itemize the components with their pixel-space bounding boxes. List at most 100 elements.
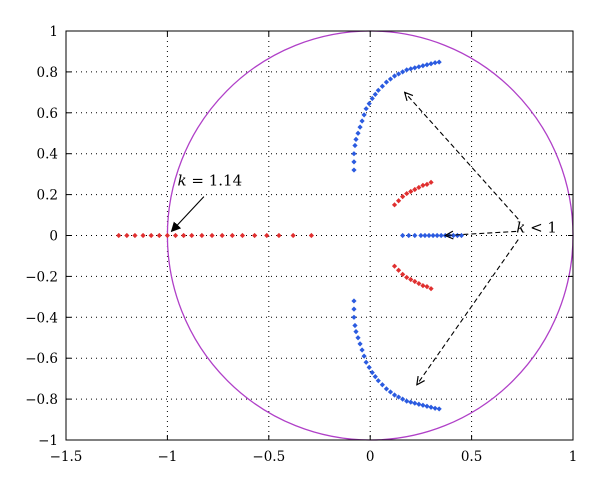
blue-point [428,404,434,410]
unit-circle-layer [166,30,574,441]
blue-point [351,314,357,320]
red-point [391,263,398,269]
blue-point [432,60,438,66]
blue-point [351,306,357,312]
blue-point [372,374,378,380]
x-tick-label: −1 [157,449,177,465]
red-point [124,232,130,239]
blue-point [361,353,367,359]
blue-point [372,91,378,97]
blue-point [357,124,363,130]
blue-point [436,59,442,65]
red-point [290,232,296,239]
blue-point [420,63,426,69]
annotation-arrow-dashed [405,92,519,220]
red-point [148,232,154,239]
blue-point [412,400,418,406]
blue-point [416,64,422,70]
axis-ticks: −1.5 −1 −0.5 0 0.5 1−1−0.8−0.6−0.4−0.200.20.4… [25,24,577,465]
blue-point [406,232,412,239]
red-point [395,198,402,204]
blue-point [383,79,390,85]
red-point [252,232,258,239]
red-point [404,190,410,197]
red-point [420,283,426,289]
annotation-var: k [178,171,187,189]
blue-point [408,66,414,72]
blue-point [412,232,418,239]
blue-point [353,136,359,142]
red-point [229,232,235,239]
blue-point [379,83,385,89]
blue-point [400,232,406,239]
red-point [116,232,122,239]
x-tick-label: 1 [569,449,578,465]
red-point [408,188,414,195]
blue-point [395,394,402,400]
red-point [412,186,418,193]
y-tick-label: 0.6 [37,106,58,122]
blue-point [351,167,357,173]
y-tick-label: −0.2 [25,269,58,285]
red-point [264,232,270,239]
red-point [219,232,225,239]
blue-point [375,378,381,384]
red-point [172,232,179,239]
blue-point [359,118,365,124]
red-point [404,274,410,281]
x-tick-label: −1.5 [50,449,83,465]
blue-point [369,95,375,102]
red-point [156,232,162,239]
y-tick-label: −0.8 [25,392,58,408]
blue-point [424,62,430,68]
blue-point [355,335,361,341]
blue-point [430,232,436,239]
annotation-arrow [170,196,205,233]
blue-point [432,405,438,411]
annotations: k = 1.14 k < 1 [170,92,557,384]
blue-point [400,69,406,75]
blue-point [412,65,418,71]
blue-point [352,322,358,329]
blue-point [353,329,359,335]
red-point [400,271,406,277]
red-point [391,202,398,208]
blue-point [391,392,398,398]
annotation-text: = 1.14 [187,171,243,189]
red-point [428,286,434,292]
red-point [199,232,205,239]
blue-point [434,232,440,239]
x-tick-label: −0.5 [252,449,285,465]
y-tick-label: 0 [49,229,58,245]
blue-point [458,232,465,239]
red-point [416,184,422,191]
annotation-var: k [516,218,525,236]
blue-point [404,67,410,73]
annotation-label: k < 1 [516,218,557,236]
red-point [164,232,170,239]
blue-point [375,87,381,93]
blue-point [428,61,434,67]
red-point [408,276,414,283]
blue-point [438,232,444,239]
blue-point [436,406,442,412]
annotation-arrow-dashed [445,231,517,235]
blue-point [355,130,361,136]
blue-point [387,76,394,82]
red-point [416,280,422,287]
y-tick-label: 0.2 [37,188,58,204]
blue-point [366,364,372,371]
blue-point [363,106,369,112]
y-tick-label: −0.6 [25,351,58,367]
blue-point [352,142,358,149]
y-tick-label: −0.4 [25,310,58,326]
red-point [395,267,402,273]
blue-point [408,399,414,405]
red-point [181,232,187,239]
blue-point [420,402,426,408]
blue-point [363,359,369,365]
y-tick-label: −1 [38,433,58,449]
data-points [116,59,465,412]
blue-point [387,389,394,395]
annotation-label: k = 1.14 [178,171,243,189]
